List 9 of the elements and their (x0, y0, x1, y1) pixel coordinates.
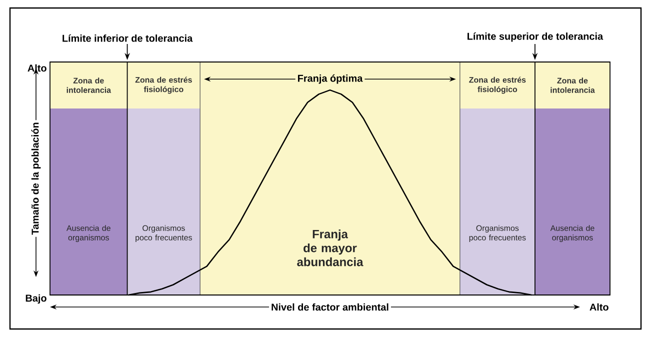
text: Franja óptima (298, 74, 363, 84)
annotation: Franja de mayor abundancia (297, 230, 364, 266)
text: Límite inferior de tolerancia (62, 34, 193, 42)
text: Límite superior de tolerancia (468, 32, 604, 42)
text: Alto (590, 303, 608, 311)
text: Bajo (26, 294, 46, 304)
text: Alto (28, 64, 46, 72)
x-axis-title: Nivel de factor ambiental (272, 303, 388, 311)
y-axis-title: Tamaño de la población (31, 122, 41, 235)
